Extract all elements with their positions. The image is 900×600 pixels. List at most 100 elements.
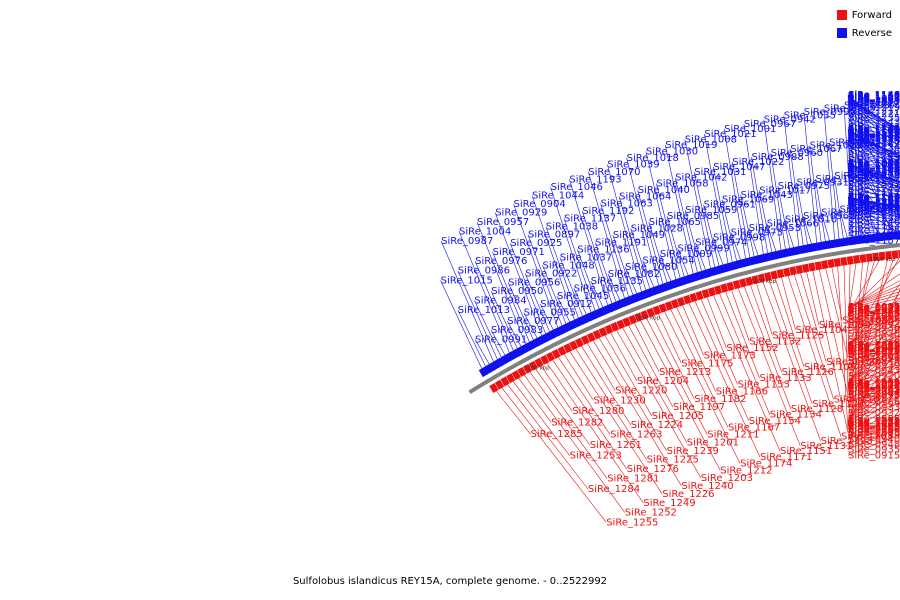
gene-label: SiRe_1238 (848, 213, 900, 224)
leader-line (786, 272, 842, 437)
gene-label: SiRe_0948 (848, 439, 900, 450)
gene-label: SiRe_1188 (848, 125, 900, 136)
leader-line (821, 212, 831, 245)
gene-label: SiRe_1117 (848, 132, 900, 143)
leader-line (847, 312, 900, 346)
leader-line (723, 287, 760, 379)
gene-label: SiRe_0983 (491, 325, 543, 336)
gene-feature (751, 275, 760, 285)
gene-label: SiRe_0924 (840, 204, 892, 215)
gene-label: SiRe_0944 (848, 356, 900, 367)
leader-line (684, 210, 703, 275)
gene-label: SiRe_0950 (491, 286, 543, 297)
gene-label: SiRe_1067 (790, 144, 842, 155)
gene-label: SiRe_1280 (572, 406, 624, 417)
gene-feature (622, 317, 631, 327)
gene-label: SiRe_1137 (564, 213, 616, 224)
gene-label: SiRe_1041 (848, 344, 900, 355)
leader-line (721, 199, 738, 265)
leader-line (834, 175, 845, 243)
scale-tick-label: 1150 kbp (634, 315, 660, 321)
gene-label: SiRe_1161 (848, 163, 900, 174)
gene-label: SiRe_0982 (848, 304, 900, 315)
leader-line (680, 301, 704, 356)
gene-label: SiRe_0988 (752, 152, 804, 163)
leader-line (751, 157, 769, 257)
leader-line (847, 138, 900, 158)
gene-label: SiRe_1125 (772, 330, 824, 341)
leader-line (847, 297, 900, 311)
gene-label: SiRe_0981 (848, 383, 900, 394)
leader-line (440, 240, 496, 366)
leader-line (847, 103, 872, 239)
gene-feature (840, 256, 848, 266)
gene-label: SiRe_1009 (660, 249, 712, 260)
leader-line (559, 257, 585, 320)
leader-line (789, 148, 804, 250)
gene-feature (846, 255, 854, 265)
gene-label: SiRe_1148 (848, 90, 900, 101)
leader-line (847, 306, 900, 346)
leader-line (847, 198, 900, 219)
leader-line (839, 209, 849, 242)
leader-line (712, 237, 725, 269)
leader-line (847, 294, 900, 309)
gene-label: SiRe_0964 (848, 308, 900, 319)
leader-line (624, 266, 639, 298)
gene-label: SiRe_1071 (848, 303, 900, 314)
leader-line (630, 228, 652, 293)
gene-label: SiRe_1139 (848, 193, 900, 204)
gene-label: SiRe_1168 (848, 91, 900, 102)
gene-label: SiRe_1087 (848, 158, 900, 169)
gene-label: SiRe_1255 (606, 517, 658, 528)
gene-feature (574, 337, 584, 348)
leader-line (847, 196, 900, 210)
gene-label: SiRe_1019 (665, 140, 717, 151)
leader-line (758, 190, 773, 256)
gene-label: SiRe_1048 (543, 260, 595, 271)
leader-line (474, 300, 504, 361)
gene-label: SiRe_1031 (694, 167, 746, 178)
gene-label: SiRe_1091 (848, 353, 900, 364)
leader-line (608, 329, 638, 381)
leader-line (645, 151, 677, 284)
leader-line (590, 280, 605, 311)
gene-label: SiRe_0968 (803, 211, 855, 222)
gene-label: SiRe_0998 (713, 232, 765, 243)
gene-label: SiRe_1128 (791, 404, 843, 415)
leader-line (626, 321, 674, 408)
leader-line (516, 374, 552, 423)
gene-label: SiRe_1242 (848, 139, 900, 150)
gene-feature (795, 264, 804, 275)
leader-line (847, 134, 894, 236)
leader-line (847, 331, 900, 351)
gene-label: SiRe_1065 (649, 217, 701, 228)
gene-label: SiRe_0915 (848, 450, 900, 461)
leader-line (632, 319, 660, 372)
leader-line (602, 331, 653, 416)
gene-label: SiRe_1108 (848, 193, 900, 204)
gene-label: SiRe_0973 (731, 227, 783, 238)
gene-label: SiRe_1175 (681, 358, 733, 369)
gene-label: SiRe_1276 (627, 464, 679, 475)
leader-line (612, 235, 635, 299)
gene-label: SiRe_1025 (848, 381, 900, 392)
leader-line (830, 263, 843, 321)
leader-line (440, 280, 484, 373)
leader-line (847, 258, 864, 427)
gene-label: SiRe_1053 (816, 174, 868, 185)
gene-label: SiRe_1169 (848, 165, 900, 176)
gene-label: SiRe_0972 (848, 393, 900, 404)
gene-label: SiRe_1032 (848, 418, 900, 429)
gene-label: SiRe_1086 (848, 158, 900, 169)
gene-label: SiRe_1243 (848, 117, 900, 128)
gene-feature (526, 340, 536, 351)
gene-label: SiRe_0931 (797, 177, 849, 188)
leader-line (847, 168, 899, 236)
gene-label: SiRe_1105 (804, 362, 856, 373)
gene-label: SiRe_0928 (848, 335, 900, 346)
gene-label: SiRe_1039 (607, 160, 659, 171)
leader-line (805, 268, 820, 325)
leader-line (705, 293, 727, 349)
